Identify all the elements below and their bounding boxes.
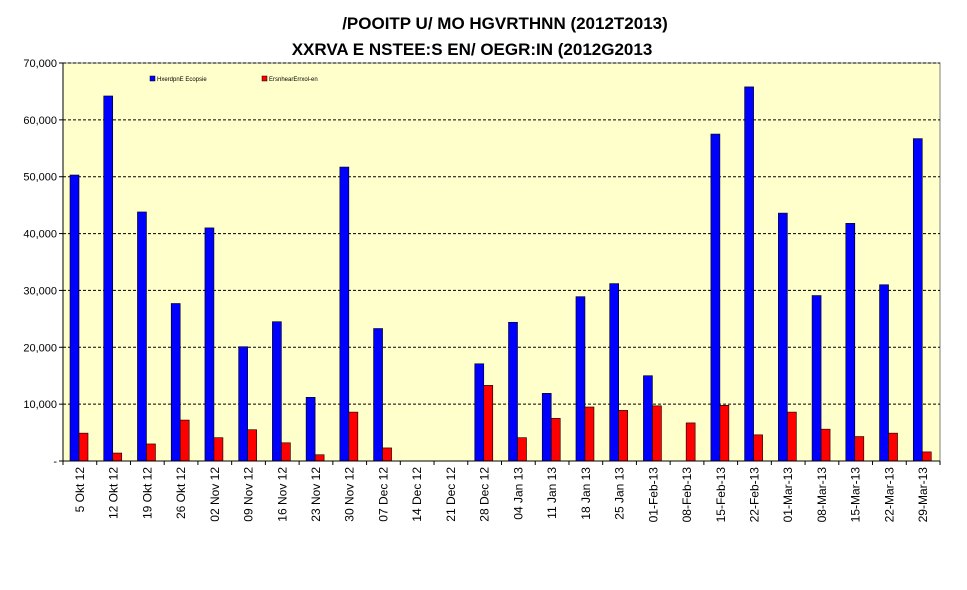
bar-series-2 xyxy=(179,419,190,462)
y-tick-label: 70,000 xyxy=(23,58,57,70)
x-tick-label: 23 Nov 12 xyxy=(309,467,323,522)
bar-series-2 xyxy=(247,429,257,462)
bar-series-1 xyxy=(643,375,653,462)
x-tick-label: 01-Feb-13 xyxy=(646,467,660,523)
x-tick-label: 01-Mar-13 xyxy=(781,467,795,523)
bar-series-2 xyxy=(584,406,595,462)
bar-series-1 xyxy=(204,227,215,462)
legend-label: ErsnhearErrxol-en xyxy=(269,77,318,83)
x-tick-label: 5 Okt 12 xyxy=(73,467,87,513)
bar-series-1 xyxy=(474,363,485,462)
legend-swatch xyxy=(261,75,268,82)
x-tick-label: 07 Dec 12 xyxy=(376,467,390,522)
bar-series-1 xyxy=(373,328,383,462)
bar-series-1 xyxy=(339,166,350,462)
bar-series-2 xyxy=(685,422,696,462)
bar-series-1 xyxy=(609,283,619,462)
bar-series-1 xyxy=(137,211,147,462)
bar-series-2 xyxy=(382,447,392,462)
y-tick-label: 60,000 xyxy=(23,115,57,127)
bar-series-2 xyxy=(281,442,291,462)
x-tick-label: 15-Mar-13 xyxy=(849,467,863,523)
bar-series-2 xyxy=(787,411,797,462)
bar-series-1 xyxy=(170,303,181,462)
x-tick-label: 18 Jan 13 xyxy=(579,467,593,520)
bar-series-1 xyxy=(744,86,754,462)
bar-series-2 xyxy=(888,432,898,462)
x-tick-label: 22-Feb-13 xyxy=(747,467,761,523)
bar-series-2 xyxy=(854,436,865,462)
bar-series-1 xyxy=(879,284,889,462)
x-tick-label: 14 Dec 12 xyxy=(410,467,424,522)
x-tick-label: 21 Dec 12 xyxy=(444,467,458,522)
bar-series-2 xyxy=(517,437,527,462)
y-tick-label: 20,000 xyxy=(23,342,57,354)
x-tick-label: 16 Nov 12 xyxy=(275,467,289,522)
bar-series-2 xyxy=(78,432,89,462)
bar-series-1 xyxy=(778,212,788,462)
x-tick-label: 08-Mar-13 xyxy=(815,467,829,523)
x-tick-label: 11 Jan 13 xyxy=(545,467,559,519)
bar-series-1 xyxy=(541,393,552,462)
x-tick-label: 12 Okt 12 xyxy=(107,467,121,519)
plot-area xyxy=(62,62,941,462)
bar-series-2 xyxy=(618,410,628,462)
bar-series-2 xyxy=(550,418,561,462)
x-tick-label: 25 Jan 13 xyxy=(613,467,627,520)
bar-series-2 xyxy=(719,404,730,462)
x-tick-label: 15-Feb-13 xyxy=(714,467,728,523)
bar-series-2 xyxy=(314,454,325,462)
bar-series-1 xyxy=(272,321,282,462)
bar-series-1 xyxy=(710,133,721,462)
legend-label: HxerdpnE Ecopsie xyxy=(157,77,207,83)
bar-series-1 xyxy=(508,321,518,462)
chart-title: /POOITP U/ MO HGVRTHNN (2012T2013) xyxy=(342,14,668,33)
bar-series-2 xyxy=(112,452,123,462)
bar-series-2 xyxy=(483,385,494,462)
bar-series-2 xyxy=(753,434,763,462)
bar-series-1 xyxy=(305,397,316,462)
x-tick-label: 22-Mar-13 xyxy=(882,467,896,523)
bar-series-2 xyxy=(921,451,932,462)
bar-series-1 xyxy=(103,95,114,462)
x-tick-label: 08-Feb-13 xyxy=(680,467,694,523)
y-tick-label: 40,000 xyxy=(23,229,57,241)
bar-series-1 xyxy=(811,295,822,462)
x-tick-label: 29-Mar-13 xyxy=(916,467,930,523)
y-tick-label: 10,000 xyxy=(23,399,57,411)
y-tick-label: 50,000 xyxy=(23,172,57,184)
bar-series-2 xyxy=(348,411,359,462)
x-tick-label: 26 Okt 12 xyxy=(174,467,188,519)
bar-series-2 xyxy=(652,405,662,462)
bar-series-2 xyxy=(146,443,156,462)
bar-series-2 xyxy=(820,428,831,462)
y-axis: - 10,000 20,000 30,000 40,000 50,000 60,000 70,… xyxy=(23,58,64,468)
bar-series-1 xyxy=(912,138,923,462)
legend-swatch xyxy=(149,75,156,82)
legend: HxerdpnE Ecopsie ErsnhearErrxol-en xyxy=(149,75,318,83)
bar-series-1 xyxy=(69,174,80,462)
bar-series-1 xyxy=(238,346,248,462)
x-axis: 5 Okt 12 12 Okt 12 19 Okt 12 26 Okt 12 02 No… xyxy=(62,460,941,523)
chart-subtitle: XXRVA E NSTEE:S EN/ OEGR:IN (2012G2013 xyxy=(292,40,653,59)
bar-series-1 xyxy=(845,223,856,462)
x-tick-label: 02 Nov 12 xyxy=(208,467,222,522)
x-tick-label: 30 Nov 12 xyxy=(343,467,357,522)
x-tick-label: 28 Dec 12 xyxy=(478,467,492,522)
bar-series-1 xyxy=(575,296,586,462)
bar-series-2 xyxy=(213,437,224,462)
x-tick-label: 09 Nov 12 xyxy=(242,467,256,522)
x-tick-label: 04 Jan 13 xyxy=(511,467,525,520)
x-tick-label: 19 Okt 12 xyxy=(140,467,154,519)
y-tick-label: - xyxy=(53,456,57,468)
y-tick-label: 30,000 xyxy=(23,285,57,297)
